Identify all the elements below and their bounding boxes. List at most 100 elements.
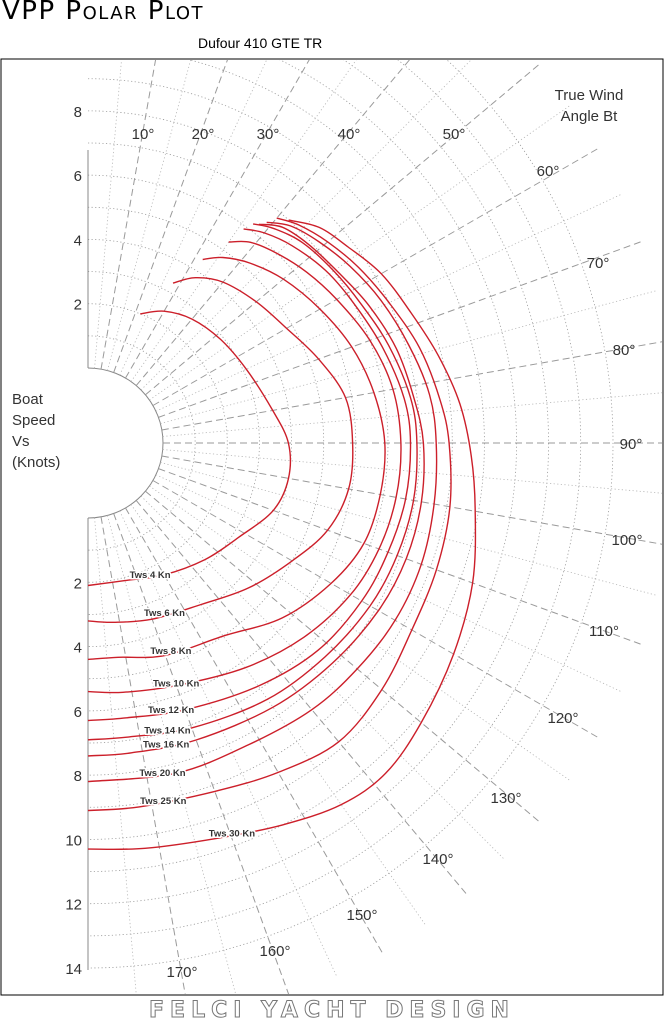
minor-angle-ray (119, 510, 338, 978)
angle-ray (113, 513, 290, 994)
angle-ray (113, 60, 228, 373)
minor-angle-ray (119, 60, 268, 376)
angle-tick-label: 130° (490, 790, 521, 807)
angle-ray (161, 341, 662, 431)
minor-angle-ray (107, 515, 237, 994)
minor-angle-ray (149, 485, 571, 782)
minor-angle-ray (155, 193, 623, 412)
minor-angle-ray (94, 517, 137, 994)
tick-labels: 10° 20° 30° 40° 50° 60° 70° 80° 90° 100° 110° 120° 1… (65, 104, 642, 981)
angle-tick-label: 10° (132, 126, 155, 143)
speed-tick-upper: 6 (74, 168, 82, 185)
angle-tick-label: 50° (443, 126, 466, 143)
polar-curve (87, 221, 438, 783)
angle-tick-label: 90° (620, 436, 643, 453)
chart-title: VPP Polar Plot (2, 0, 205, 26)
series-label: Tws 4 Kn (130, 570, 171, 581)
polar-curve (87, 223, 418, 741)
series-label: Tws 12 Kn (148, 705, 194, 716)
angle-tick-label: 80° (613, 342, 636, 359)
polar-curve (87, 310, 292, 587)
polar-curve (87, 223, 425, 757)
minor-angle-ray (162, 449, 662, 494)
minor-angle-ray (160, 290, 658, 424)
polar-curve (87, 240, 402, 694)
angle-tick-label: 40° (338, 126, 361, 143)
minor-angle-ray (160, 462, 658, 596)
speed-tick-lower: 14 (65, 961, 82, 978)
speed-tick-lower: 8 (74, 768, 82, 785)
speed-tick-lower: 10 (65, 832, 82, 849)
angle-axis-title: True Wind (555, 87, 624, 104)
polar-curve (87, 228, 412, 722)
minor-angle-ray (130, 504, 427, 926)
speed-ring (87, 60, 517, 872)
speed-ring (87, 60, 614, 969)
series-label: Tws 14 Kn (144, 725, 190, 736)
speed-ring (87, 78, 453, 808)
minor-angle-ray (140, 60, 472, 391)
speed-axis-title: Vs (12, 433, 30, 450)
series-group (87, 217, 477, 850)
speed-ring (87, 174, 357, 712)
angle-ray (152, 480, 599, 739)
angle-tick-label: 160° (259, 943, 290, 960)
series-labels: Tws 4 Kn Tws 6 Kn Tws 8 Kn Tws 10 Kn Tws 12 … (128, 568, 257, 841)
speed-axis-title: (Knots) (12, 454, 60, 471)
speed-axis-title: Boat (12, 391, 44, 408)
angle-tick-label: 170° (166, 964, 197, 981)
angle-ray (135, 500, 468, 895)
minor-angle-ray (162, 392, 662, 437)
angle-ray (145, 63, 540, 396)
angle-ray (135, 60, 411, 386)
angle-ray (100, 516, 186, 994)
minor-angle-ray (140, 495, 505, 860)
series-label: Tws 30 Kn (209, 829, 255, 840)
polar-curve (87, 219, 477, 850)
speed-ring (87, 239, 292, 647)
angle-ray (161, 455, 662, 545)
speed-tick-lower: 4 (74, 640, 82, 657)
speed-tick-upper: 2 (74, 297, 82, 314)
minor-angle-ray (94, 60, 122, 369)
speed-tick-lower: 6 (74, 704, 82, 721)
angle-axis-title: Angle Bt (561, 108, 619, 125)
series-label: Tws 8 Kn (150, 646, 191, 657)
angle-ray (125, 507, 384, 954)
angle-ray (100, 60, 157, 370)
axis-titles: True Wind Angle Bt Boat Speed Vs (Knots) (12, 87, 623, 471)
polar-grid (87, 60, 662, 994)
speed-ring (87, 110, 421, 776)
series-label: Tws 16 Kn (143, 739, 189, 750)
speed-tick-upper: 4 (74, 232, 82, 249)
series-label: Tws 10 Kn (153, 679, 199, 690)
angle-ray (145, 490, 540, 823)
plot-frame (0, 58, 664, 996)
angle-tick-label: 70° (587, 255, 610, 272)
speed-ring (87, 60, 485, 840)
polar-curve (87, 276, 354, 624)
angle-tick-label: 20° (192, 126, 215, 143)
angle-ray (158, 468, 642, 646)
footer-brand: FELCI YACHT DESIGN (149, 998, 515, 1024)
minor-angle-ray (107, 60, 192, 371)
speed-tick-lower: 12 (65, 897, 82, 914)
speed-ring (87, 335, 196, 551)
minor-angle-ray (149, 104, 571, 401)
speed-tick-upper: 8 (74, 104, 82, 121)
angle-ray (125, 60, 310, 379)
series-label: Tws 25 Kn (140, 796, 186, 807)
angle-tick-label: 60° (537, 163, 560, 180)
speed-axis-title: Speed (12, 412, 55, 429)
chart-subtitle: Dufour 410 GTE TR (198, 35, 323, 51)
series-label: Tws 6 Kn (144, 608, 185, 619)
angle-ray (152, 147, 599, 406)
polar-curve (87, 256, 386, 661)
angle-tick-label: 110° (589, 623, 619, 640)
series-label: Tws 20 Kn (139, 768, 185, 779)
angle-tick-label: 120° (547, 710, 578, 727)
speed-ring (87, 60, 550, 905)
angle-tick-label: 140° (422, 851, 453, 868)
inner-circle (87, 367, 164, 519)
